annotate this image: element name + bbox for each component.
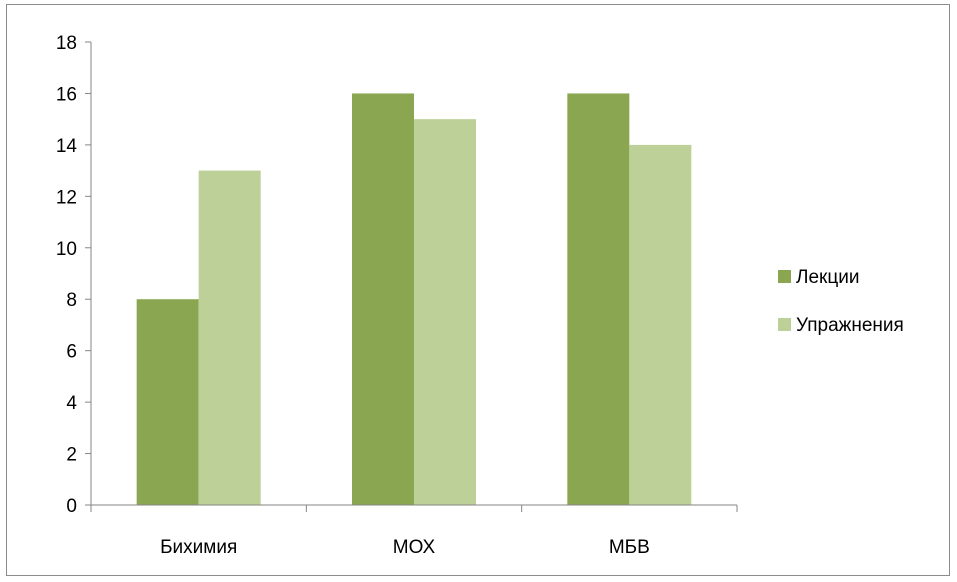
x-ticks-group: Бихимия МОХ МБВ — [90, 505, 738, 558]
y-tick-label: 18 — [56, 33, 77, 54]
y-tick-label: 0 — [66, 496, 77, 517]
x-category-label: Бихимия — [160, 537, 237, 558]
x-category-label: МБВ — [609, 537, 650, 558]
y-tick-label: 16 — [56, 84, 77, 105]
y-tick-label: 12 — [56, 187, 77, 208]
legend-swatch — [778, 318, 791, 331]
bar-lectures — [136, 299, 199, 505]
bar-exercises — [629, 144, 692, 505]
bar-exercises — [198, 170, 261, 505]
legend-swatch — [778, 270, 791, 283]
y-tick-label: 14 — [56, 136, 78, 157]
y-tick-label: 6 — [66, 342, 77, 363]
bars-group — [136, 93, 692, 506]
bar-lectures — [352, 93, 414, 505]
y-tick-label: 10 — [56, 239, 77, 260]
legend-label: Упражнения — [796, 315, 904, 336]
bar-lectures — [567, 93, 630, 505]
y-ticks-group: 0 2 4 6 8 10 12 14 16 18 — [56, 33, 91, 517]
y-tick-label: 4 — [66, 393, 77, 414]
legend: Лекции Упражнения — [778, 267, 904, 336]
y-tick-label: 2 — [66, 445, 77, 466]
bar-exercises — [414, 119, 476, 506]
x-category-label: МОХ — [393, 537, 436, 558]
y-tick-label: 8 — [66, 290, 77, 311]
legend-label: Лекции — [796, 267, 859, 288]
